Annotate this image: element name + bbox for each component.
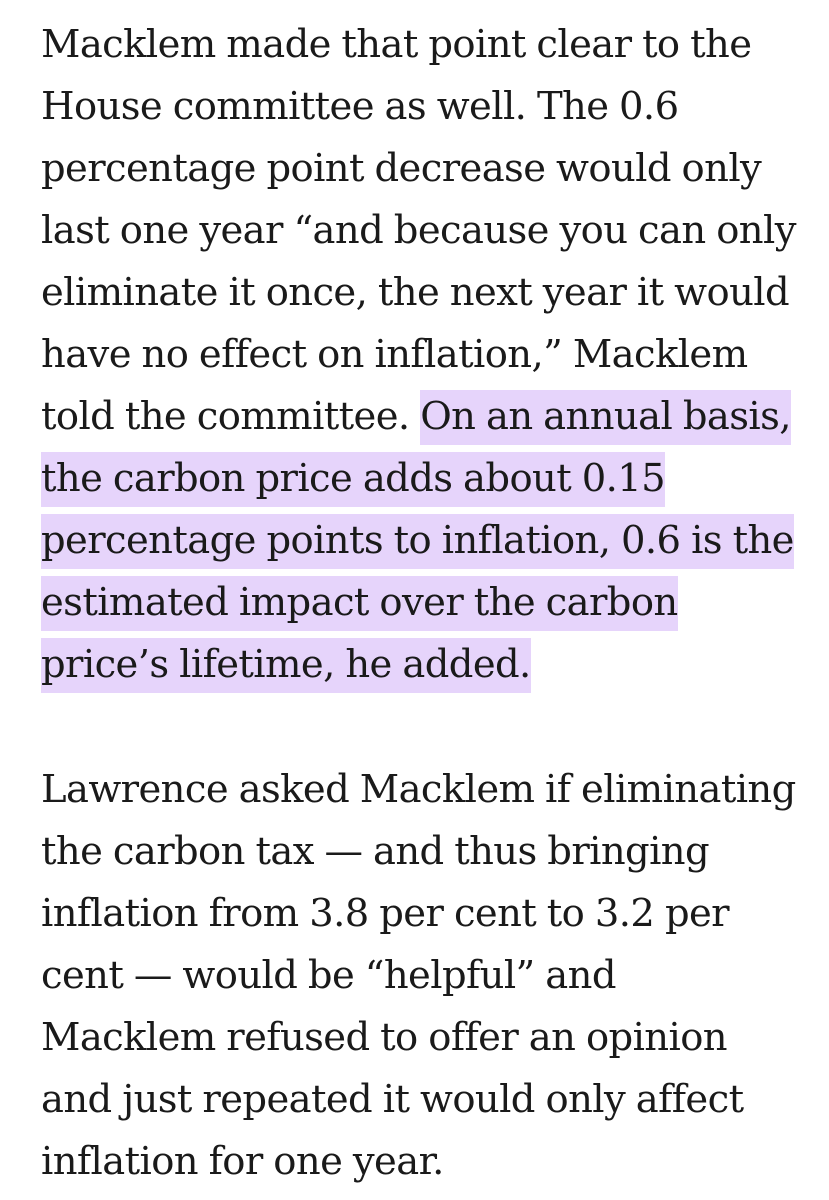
text-line: estimated impact over the carbon xyxy=(41,572,821,634)
text-line: and just repeated it would only affect xyxy=(41,1077,744,1122)
text-line: Lawrence asked Macklem if eliminating xyxy=(41,767,796,812)
paragraph-1: Macklem made that point clear to the Hou… xyxy=(41,14,821,696)
paragraph-2: Lawrence asked Macklem if eliminating th… xyxy=(41,759,821,1193)
text-line: told the committee. On an annual basis, xyxy=(41,386,821,448)
highlighted-text: the carbon price adds about 0.15 xyxy=(41,452,666,507)
text-line: cent — would be “helpful” and xyxy=(41,953,616,998)
text-line: inflation for one year. xyxy=(41,1139,444,1184)
text-line: Macklem made that point clear to the xyxy=(41,22,752,67)
highlighted-text: price’s lifetime, he added. xyxy=(41,638,531,693)
text-line: eliminate it once, the next year it woul… xyxy=(41,270,790,315)
article-body: Macklem made that point clear to the Hou… xyxy=(41,14,821,1193)
text-line: price’s lifetime, he added. xyxy=(41,634,821,696)
text-line: the carbon tax — and thus bringing xyxy=(41,829,710,874)
text-line: House committee as well. The 0.6 xyxy=(41,84,679,129)
text-line: last one year “and because you can only xyxy=(41,208,796,253)
text-line: inflation from 3.8 per cent to 3.2 per xyxy=(41,891,730,936)
text-line: percentage point decrease would only xyxy=(41,146,762,191)
text-line: percentage points to inflation, 0.6 is t… xyxy=(41,510,821,572)
highlighted-text: percentage points to inflation, 0.6 is t… xyxy=(41,514,794,569)
text-line: have no effect on inflation,” Macklem xyxy=(41,332,748,377)
text-line: Macklem refused to offer an opinion xyxy=(41,1015,728,1060)
highlighted-text: On an annual basis, xyxy=(420,390,792,445)
text-line: the carbon price adds about 0.15 xyxy=(41,448,821,510)
highlighted-text: estimated impact over the carbon xyxy=(41,576,678,631)
